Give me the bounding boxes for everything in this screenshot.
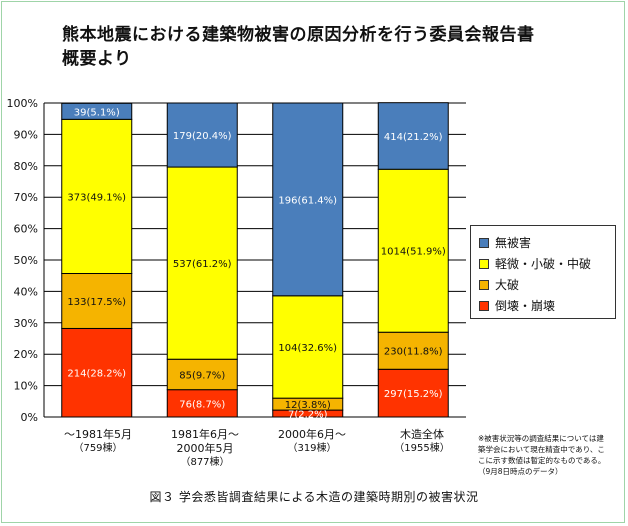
data-label: 12(3.8%) (285, 400, 331, 411)
figure-caption: 図３ 学会悉皆調査結果による木造の建築時期別の被害状況 (149, 490, 479, 504)
bar-segment (166, 389, 238, 418)
data-label: 7(2.2%) (288, 410, 328, 421)
data-label: 85(9.7%) (179, 370, 225, 381)
data-label: 1014(51.9%) (381, 247, 446, 258)
bar-segment (166, 102, 238, 168)
note-line: 築学会において現在精査中であり、こ (478, 445, 605, 454)
data-label: 297(15.2%) (384, 389, 443, 400)
bar-segment (377, 368, 449, 418)
data-label: 537(61.2%) (173, 259, 232, 270)
y-tick-label: 50% (14, 254, 38, 267)
y-tick-label: 10% (14, 380, 38, 393)
x-label-line: 2000年6月～ (278, 428, 346, 441)
y-tick-label: 0% (21, 411, 38, 424)
y-tick-label: 70% (14, 191, 38, 204)
data-label: 196(61.4%) (278, 195, 337, 206)
x-label-line: （877棟） (180, 457, 230, 468)
x-label-line: 2000年5月 (176, 442, 234, 455)
note-line: こに示す数値は暫定的なものである。 (478, 456, 606, 465)
y-tick-label: 30% (14, 317, 38, 330)
y-tick-label: 60% (14, 223, 38, 236)
legend-item-minor-damage: 軽微・小破・中破 (479, 253, 615, 274)
x-label-line: （759棟） (73, 443, 123, 454)
bar-segment (166, 166, 238, 360)
note-line: （9月8日時点のデータ） (478, 467, 563, 476)
x-label-line: 1981年6月～ (171, 428, 239, 441)
data-label: 373(49.1%) (67, 192, 126, 203)
data-label: 39(5.1%) (74, 107, 120, 118)
x-category-label: ～1981年5月 （759棟） (38, 428, 158, 456)
data-label: 133(17.5%) (67, 297, 126, 308)
legend-item-collapse: 倒壊・崩壊 (479, 295, 615, 316)
x-label-line: ～1981年5月 (64, 428, 132, 441)
legend-item-no-damage: 無被害 (479, 232, 615, 253)
y-tick-label: 40% (14, 285, 38, 298)
x-category-label: 木造全体 （1955棟） (362, 428, 482, 456)
legend-swatch (479, 258, 489, 269)
legend-label: 無被害 (495, 236, 532, 250)
legend-item-major-damage: 大破 (479, 274, 615, 295)
data-label: 179(20.4%) (173, 131, 232, 142)
legend-label: 軽微・小破・中破 (495, 257, 592, 271)
data-label: 230(11.8%) (384, 347, 443, 358)
legend-swatch (479, 300, 489, 311)
report-title-line-2: 概要より (62, 49, 132, 69)
bar-segment (272, 295, 344, 399)
y-tick-label: 90% (14, 128, 38, 141)
bar-segment (377, 331, 449, 370)
data-label: 104(32.6%) (278, 343, 337, 354)
y-tick-label: 20% (14, 348, 38, 361)
chart-legend: 無被害 軽微・小破・中破 大破 倒壊・崩壊 (470, 225, 616, 319)
y-tick-label: 100% (7, 97, 38, 110)
legend-label: 大破 (495, 278, 520, 292)
bar-segment (377, 168, 449, 333)
legend-label: 倒壊・崩壊 (495, 299, 556, 313)
x-category-label: 1981年6月～ 2000年5月 （877棟） (145, 428, 265, 470)
bar-segment (377, 102, 449, 170)
data-label: 76(8.7%) (179, 399, 225, 410)
x-label-line: （319棟） (287, 443, 337, 454)
bar-segment (61, 102, 133, 120)
data-label: 414(21.2%) (384, 132, 443, 143)
note-line: ※被害状況等の調査結果については建 (478, 434, 604, 443)
bar-segment (272, 102, 344, 297)
data-note: ※被害状況等の調査結果については建 築学会において現在精査中であり、こ こに示す… (478, 433, 618, 477)
x-category-label: 2000年6月～ （319棟） (252, 428, 372, 456)
x-label-line: （1955棟） (394, 443, 450, 454)
y-tick-label: 80% (14, 160, 38, 173)
legend-swatch (479, 237, 489, 248)
data-label: 214(28.2%) (67, 369, 126, 380)
bar-segment (166, 358, 238, 391)
report-title-line-1: 熊本地震における建築物被害の原因分析を行う委員会報告書 (62, 25, 535, 45)
legend-swatch (479, 279, 489, 290)
bar-segment (61, 273, 133, 329)
bar-segment (61, 327, 133, 418)
x-label-line: 木造全体 (400, 428, 444, 441)
